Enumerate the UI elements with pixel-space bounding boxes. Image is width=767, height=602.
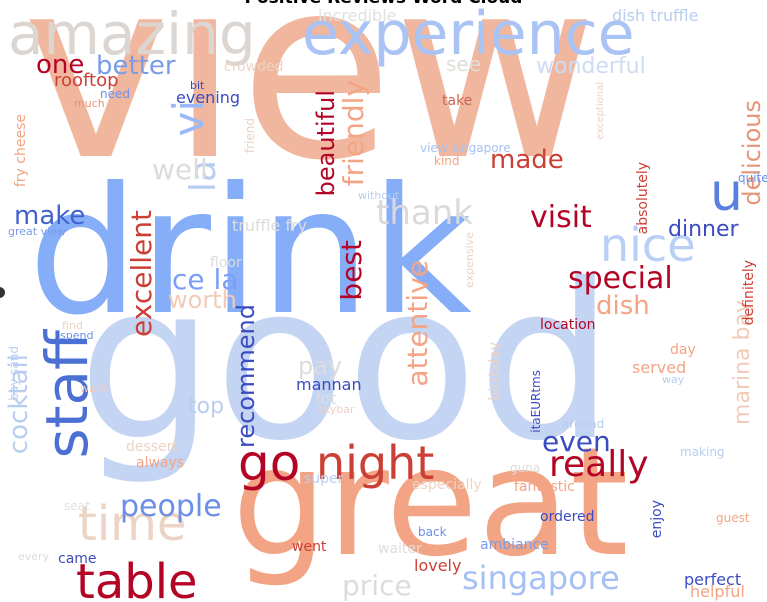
edge-marker [0, 287, 5, 298]
word-super: super [304, 471, 344, 487]
word-best: best [335, 240, 368, 301]
word-spend: spend [60, 329, 94, 342]
word-lot: lot [316, 389, 337, 408]
word-well: well [152, 153, 208, 186]
word-fantastic: fantastic [514, 479, 575, 495]
word-people: people [120, 489, 222, 524]
word-lovely: lovely [414, 556, 462, 575]
word-ce-la: ce la [172, 263, 239, 296]
word-u: u [710, 163, 743, 223]
word-waiter: waiter [378, 541, 422, 557]
word-ordered: ordered [540, 509, 595, 525]
word-want: want [80, 382, 108, 395]
word-recommend: recommend [232, 304, 260, 448]
word-friendly: friendly [337, 80, 370, 187]
word-night: night [316, 436, 435, 490]
word-guna: guna [510, 461, 541, 475]
word-much: much [74, 97, 105, 110]
word-delicious: delicious [738, 100, 766, 206]
word-ambiance: ambiance [480, 537, 549, 553]
word-making: making [680, 445, 725, 459]
word-back: back [418, 525, 447, 539]
word-went: went [292, 539, 327, 555]
word-wonderful: wonderful [536, 54, 646, 79]
word-drink: drink [28, 151, 472, 354]
word-view-singapore: view singapore [420, 141, 511, 155]
word-perfect: perfect [684, 570, 742, 589]
word-quite: quite [738, 171, 767, 185]
word-exceptional: exceptional [595, 82, 606, 140]
word-came: came [58, 551, 97, 567]
word-dish-truffle: dish truffle [612, 6, 699, 25]
word-great-view: great view [8, 225, 66, 238]
word-location: location [540, 317, 596, 333]
word-enjoy: enjoy [649, 500, 665, 539]
word-great: great [232, 416, 629, 590]
chart-title: Positive Reviews Word Cloud [0, 0, 767, 8]
word-rooftop: rooftop [54, 70, 119, 91]
word-even: even [542, 425, 611, 458]
word-seat: seat [64, 499, 90, 513]
word-around: around [562, 417, 605, 431]
word-see: see [446, 52, 482, 76]
word-evening: evening [176, 88, 241, 107]
word-birthday: birthday [487, 342, 503, 401]
word-served: served [632, 358, 687, 377]
word-expensive: expensive [463, 232, 476, 288]
word-incredible: incredible [318, 6, 397, 25]
word-experience: experience [302, 0, 635, 69]
word-itaeurtms: itaEURtms [529, 370, 543, 433]
word-bay-sand: bay sand [7, 346, 21, 401]
word-always: always [136, 455, 185, 471]
word-especially: especially [412, 477, 482, 493]
word-excellent: excellent [125, 210, 158, 337]
word-fry-cheese: fry cheese [13, 114, 29, 188]
word-view: view [22, 0, 598, 215]
word-crowded: crowded [224, 59, 284, 75]
word-helpful: helpful [690, 582, 745, 601]
word-better: better [96, 51, 176, 81]
word-make: make [14, 201, 86, 231]
word-special: special [568, 261, 673, 296]
word-worth: worth [168, 286, 237, 314]
word-floor: floor [210, 255, 242, 271]
word-amazing: amazing [8, 0, 256, 68]
word-dinner: dinner [668, 217, 739, 242]
word-go: go [238, 434, 301, 492]
word-skybar: skybar [318, 403, 355, 416]
word-absolutely: absolutely [635, 162, 651, 235]
word-table: table [76, 554, 198, 602]
word-find: find [62, 319, 83, 332]
word-without: without [358, 189, 400, 202]
word-good: good [78, 237, 615, 488]
word-nice: nice [600, 218, 696, 272]
word-definitely: definitely [741, 260, 757, 326]
word-way: way [662, 373, 685, 386]
word-singapore: singapore [462, 559, 620, 597]
word-truffle-fry: truffle fry [232, 216, 308, 235]
word-every: every [18, 550, 50, 563]
word-guest: guest [716, 511, 750, 525]
word-time: time [78, 496, 187, 552]
word-take: take [442, 93, 473, 109]
word-really: really [549, 444, 649, 485]
word-bit: bit [190, 79, 205, 92]
word-pay: pay [298, 352, 343, 380]
word-one: one [36, 50, 85, 80]
word-visit: visit [530, 200, 592, 235]
word-made: made [490, 145, 564, 175]
word-mannan: mannan [296, 375, 362, 394]
word-dessert: dessert [126, 439, 178, 455]
word-beautiful: beautiful [312, 90, 340, 197]
word-day: day [670, 342, 696, 358]
word-top: top [188, 394, 225, 419]
word-dish: dish [596, 291, 650, 321]
word-attentive: attentive [401, 260, 434, 387]
word-kind: kind [434, 154, 460, 168]
word-price: price [342, 569, 412, 602]
word-friend: friend [243, 118, 257, 154]
word-need: need [100, 87, 130, 101]
word-thank: thank [376, 193, 473, 233]
